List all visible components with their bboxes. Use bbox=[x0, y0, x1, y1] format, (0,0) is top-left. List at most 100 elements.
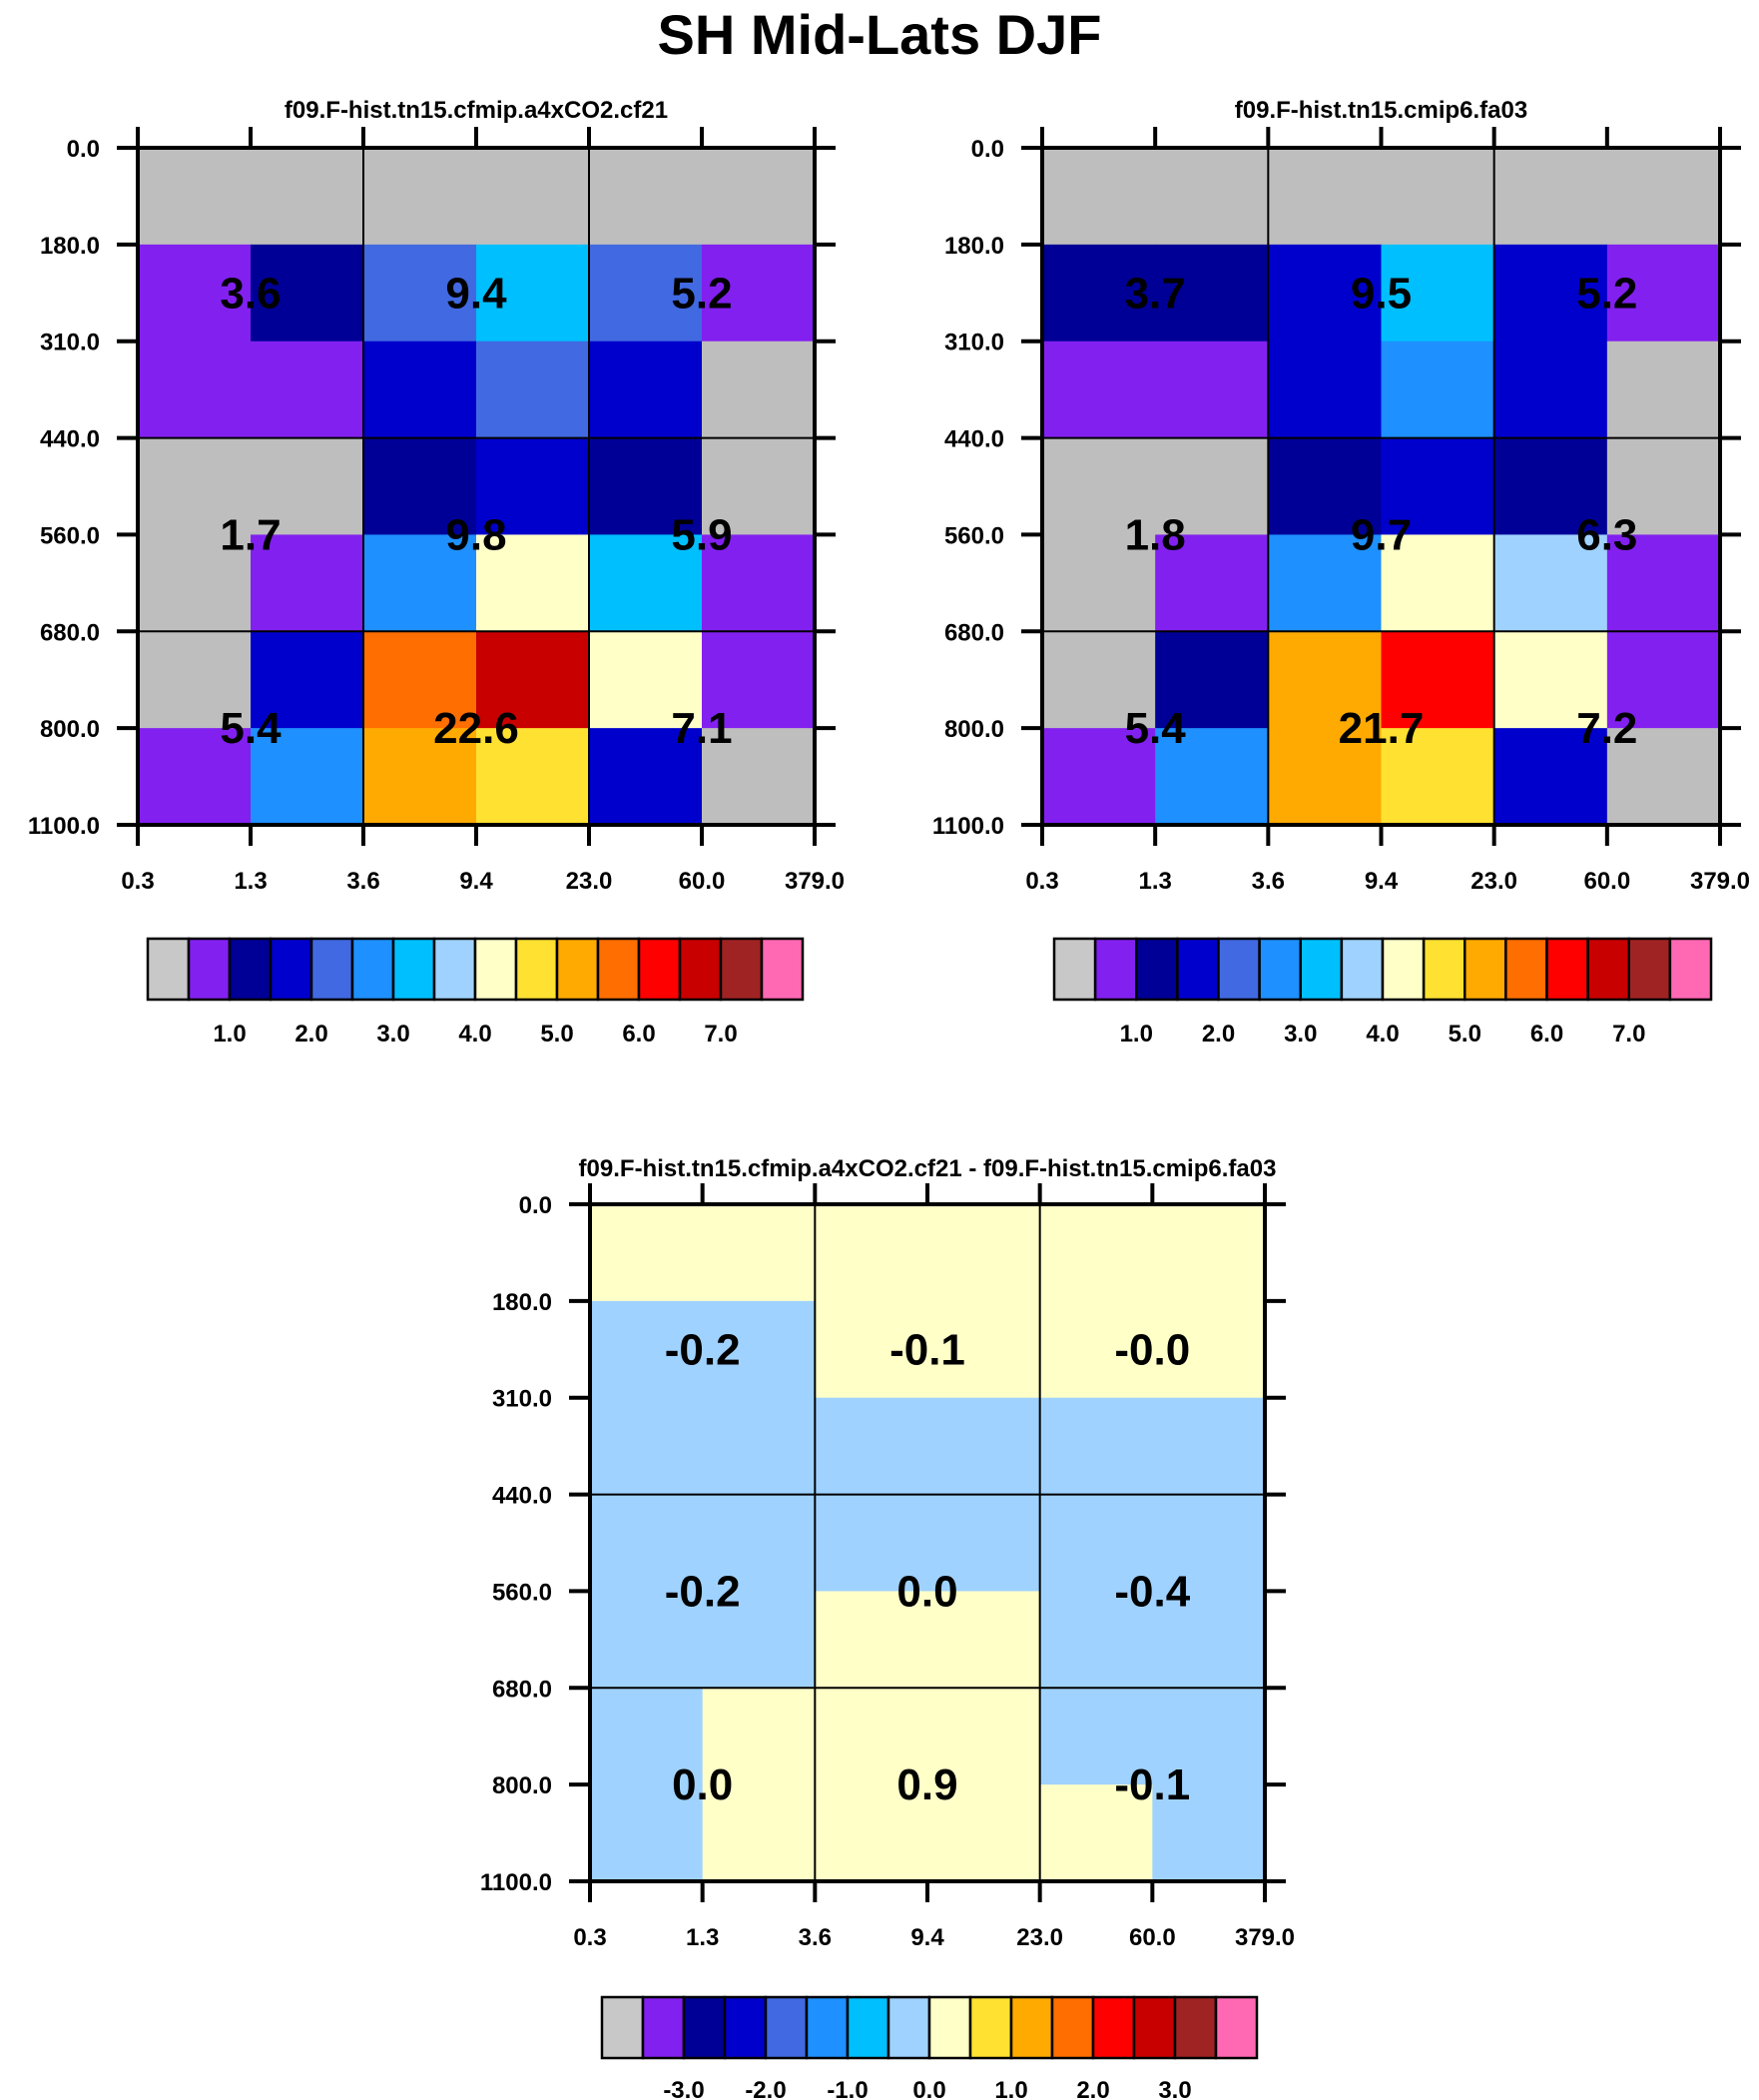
heatmap-cell bbox=[702, 244, 816, 343]
colorbar-box bbox=[682, 1995, 727, 2060]
heatmap-cell bbox=[1268, 341, 1383, 439]
figure-title: SH Mid-Lats DJF bbox=[657, 3, 1102, 66]
heatmap-cell bbox=[1155, 341, 1269, 439]
y-tick-label: 0.0 bbox=[519, 1192, 552, 1219]
colorbar-box bbox=[678, 937, 723, 1002]
heatmap-cell bbox=[363, 534, 477, 632]
x-tick-label: 379.0 bbox=[785, 868, 845, 895]
heatmap-cell bbox=[1381, 534, 1495, 632]
x-tick-label: 0.3 bbox=[1025, 868, 1058, 895]
cell-value-label: 7.1 bbox=[671, 704, 732, 753]
colorbar-box bbox=[187, 937, 232, 1002]
y-tick-label: 800.0 bbox=[492, 1772, 552, 1799]
colorbar: -3.0 -2.0 -1.0 0.0 1.0 2.0 3.0 bbox=[600, 1995, 1259, 2100]
x-tick-label: 9.4 bbox=[1365, 868, 1399, 895]
heatmap-cell bbox=[590, 1784, 704, 1882]
heatmap-cell bbox=[927, 1204, 1041, 1302]
colorbar-label: 3.0 bbox=[1158, 2077, 1191, 2100]
heatmap-cell bbox=[1268, 244, 1383, 343]
heatmap-cell bbox=[251, 148, 364, 246]
colorbar-box bbox=[1091, 1995, 1136, 2060]
y-tick-label: 800.0 bbox=[944, 716, 1004, 743]
heatmap-cell bbox=[927, 1688, 1041, 1785]
cell-value-label: 5.2 bbox=[1576, 269, 1637, 318]
heatmap-cell bbox=[251, 728, 364, 826]
y-tick-label: 180.0 bbox=[944, 233, 1004, 260]
colorbar-box bbox=[846, 1995, 890, 2060]
x-tick-label: 3.6 bbox=[1252, 868, 1285, 895]
heatmap-cell bbox=[589, 631, 703, 729]
cell-value-label: -0.0 bbox=[1114, 1325, 1190, 1374]
cell-value-label: 1.8 bbox=[1125, 510, 1186, 559]
heatmap-cell bbox=[138, 437, 252, 536]
colorbar-label: 1.0 bbox=[1120, 1021, 1153, 1048]
colorbar-box bbox=[269, 937, 313, 1002]
heatmap-cell bbox=[363, 728, 477, 826]
x-tick-label: 1.3 bbox=[686, 1924, 719, 1951]
colorbar-box bbox=[1258, 937, 1302, 1002]
colorbar-box bbox=[1009, 1995, 1054, 2060]
colorbar-box bbox=[514, 937, 559, 1002]
cell-value-label: 6.3 bbox=[1576, 510, 1637, 559]
cell-value-label: 7.2 bbox=[1576, 704, 1637, 753]
heatmap-cell bbox=[1042, 534, 1156, 632]
colorbar: 1.0 2.0 3.0 4.0 5.0 6.0 7.0 bbox=[1052, 937, 1713, 1048]
heatmap-cell bbox=[1493, 534, 1608, 632]
heatmap-cell bbox=[1381, 437, 1495, 536]
heatmap-cell bbox=[138, 244, 252, 343]
heatmap-cell bbox=[815, 1204, 928, 1302]
x-tick-label: 9.4 bbox=[910, 1924, 944, 1951]
heatmap-cell bbox=[589, 437, 703, 536]
heatmap-cell bbox=[251, 534, 364, 632]
colorbar-box bbox=[637, 937, 682, 1002]
y-tick-label: 180.0 bbox=[40, 233, 100, 260]
heatmap-cell bbox=[1268, 148, 1383, 246]
heatmap-cell bbox=[590, 1494, 704, 1593]
colorbar-box bbox=[1504, 937, 1548, 1002]
y-tick-label: 1100.0 bbox=[932, 813, 1004, 840]
colorbar-box bbox=[641, 1995, 686, 2060]
colorbar-label: -2.0 bbox=[745, 2077, 786, 2100]
heatmap-cell bbox=[1042, 341, 1156, 439]
heatmap-cell bbox=[702, 534, 816, 632]
y-tick-label: 0.0 bbox=[971, 136, 1004, 163]
heatmap-cell bbox=[138, 534, 252, 632]
colorbar-box bbox=[1586, 937, 1630, 1002]
heatmap-cell bbox=[815, 1688, 928, 1785]
heatmap-cell bbox=[1606, 341, 1721, 439]
x-tick-label: 0.3 bbox=[121, 868, 154, 895]
heatmap-cell bbox=[702, 148, 816, 246]
heatmap-cell bbox=[702, 1397, 816, 1496]
x-tick-label: 379.0 bbox=[1235, 1924, 1295, 1951]
cell-value-label: 5.4 bbox=[1125, 704, 1187, 753]
cell-value-label: -0.1 bbox=[889, 1325, 965, 1374]
heatmap-cell bbox=[815, 1591, 928, 1689]
cell-value-label: 9.8 bbox=[445, 510, 506, 559]
x-tick-label: 23.0 bbox=[1016, 1924, 1063, 1951]
colorbar-box bbox=[473, 937, 518, 1002]
y-tick-label: 310.0 bbox=[40, 330, 100, 356]
colorbar: 1.0 2.0 3.0 4.0 5.0 6.0 7.0 bbox=[146, 937, 805, 1048]
colorbar-box bbox=[764, 1995, 809, 2060]
heatmap-cell bbox=[363, 631, 477, 729]
colorbar-box bbox=[1668, 937, 1713, 1002]
colorbar-box bbox=[760, 937, 805, 1002]
heatmap-cell bbox=[363, 341, 477, 439]
x-tick-label: 0.3 bbox=[573, 1924, 606, 1951]
colorbar-box bbox=[391, 937, 436, 1002]
heatmap-cell bbox=[815, 1397, 928, 1496]
heatmap-cell bbox=[138, 148, 252, 246]
colorbar-label: -1.0 bbox=[827, 2077, 868, 2100]
heatmap-cell bbox=[251, 244, 364, 343]
heatmap-cell bbox=[815, 1494, 928, 1593]
colorbar-box bbox=[805, 1995, 850, 2060]
heatmap-cell bbox=[1268, 534, 1383, 632]
cell-value-label: -0.4 bbox=[1114, 1567, 1190, 1616]
heatmap-cell bbox=[927, 1784, 1041, 1882]
heatmap-cell bbox=[251, 437, 364, 536]
heatmap-cell bbox=[363, 437, 477, 536]
colorbar-box bbox=[600, 1995, 645, 2060]
heatmap-cell bbox=[1042, 148, 1156, 246]
x-tick-label: 3.6 bbox=[799, 1924, 832, 1951]
y-tick-label: 180.0 bbox=[492, 1289, 552, 1316]
